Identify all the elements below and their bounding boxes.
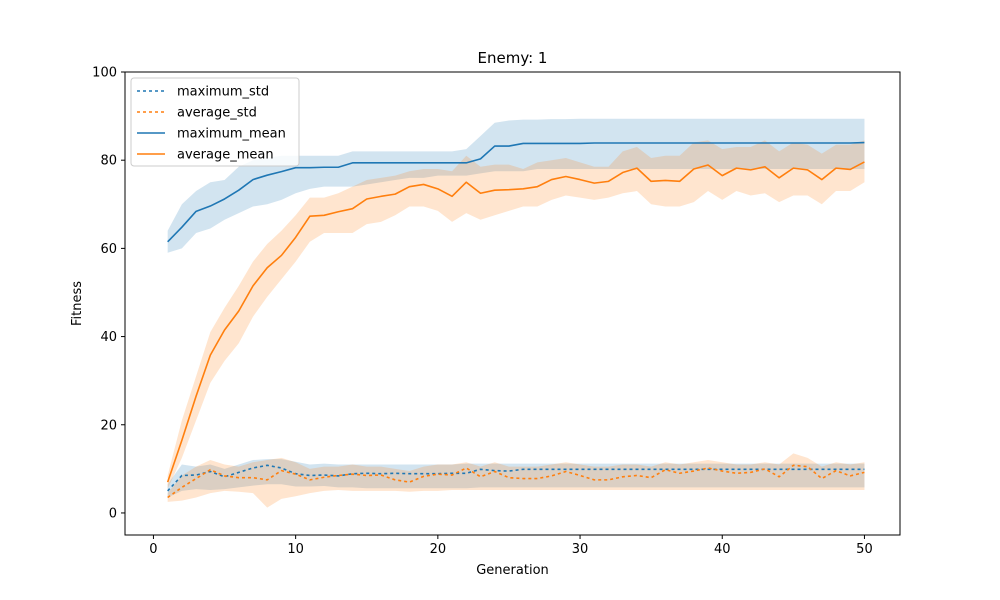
y-tick-label: 100 [92,66,117,81]
y-axis-label: Fitness [70,281,85,326]
series-lines [166,141,865,499]
line-average-mean [166,161,865,483]
chart-title: Enemy: 1 [478,49,548,67]
y-tick-label: 20 [100,418,117,433]
y-tick-label: 0 [109,506,117,521]
confidence-bands [167,118,865,508]
line-maximum-std [167,464,865,492]
line-average-std [167,464,865,499]
x-tick-label: 40 [714,542,731,557]
x-axis-ticks: 0 10 20 30 40 50 [149,535,873,557]
legend: maximum_std average_std maximum_meanaverag… [130,77,300,167]
x-tick-label: 30 [572,542,589,557]
legend-label-maximum-mean: maximum_mean [177,127,286,142]
y-tick-label: 80 [100,154,117,169]
band-average-mean [167,140,865,489]
line-maximum-mean [167,141,865,243]
legend-label-maximum-std: maximum_std [177,85,269,100]
y-tick-label: 40 [100,330,117,345]
y-tick-label: 60 [100,242,117,257]
plot-frame [124,71,901,536]
legend-box [130,77,300,167]
x-axis-label: Generation [476,563,549,578]
x-tick-label: 0 [149,542,157,557]
x-tick-label: 10 [287,542,304,557]
x-tick-label: 20 [430,542,447,557]
legend-label-average-std: average_std [177,106,257,121]
x-tick-label: 50 [856,542,873,557]
legend-label-average-mean: average_mean [177,148,274,163]
y-axis-ticks: 0 20 40 60 80 100 [92,66,125,521]
band-maximum-mean [167,118,865,253]
band-average-std [167,453,865,508]
